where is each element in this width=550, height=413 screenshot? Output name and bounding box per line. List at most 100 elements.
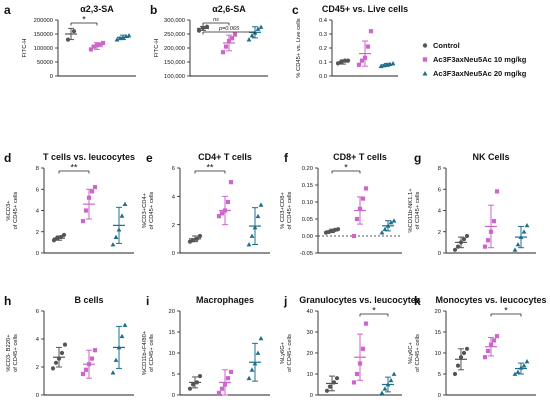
data-point bbox=[83, 208, 89, 213]
data-point bbox=[356, 62, 362, 67]
data-point bbox=[92, 185, 98, 190]
data-point bbox=[494, 189, 500, 194]
data-point bbox=[354, 216, 360, 222]
data-point bbox=[488, 229, 494, 234]
y-tick-label: 6 bbox=[438, 187, 441, 193]
data-point bbox=[225, 199, 231, 205]
data-point bbox=[461, 237, 467, 242]
y-tick-label: 50000 bbox=[37, 60, 53, 66]
data-point bbox=[219, 386, 225, 391]
data-point bbox=[388, 377, 394, 383]
group-2 bbox=[379, 218, 397, 235]
panel-f: f CD8+ T cells -0.05 0.00 0.05 0.10 0.15 0.20 % … bbox=[280, 151, 402, 257]
data-point bbox=[359, 58, 365, 63]
y-tick-label: 0 bbox=[36, 251, 39, 257]
group-0 bbox=[196, 24, 210, 33]
y-tick-label: 8 bbox=[36, 166, 39, 172]
group-0 bbox=[452, 346, 470, 377]
y-tick-label: 20 bbox=[435, 309, 441, 315]
data-point bbox=[485, 348, 491, 353]
y-tick-label: 20 bbox=[169, 309, 175, 315]
legend-item: Ac3F3axNeu5Ac 10 mg/kg bbox=[422, 55, 527, 64]
data-point bbox=[360, 196, 366, 201]
y-tick-label: 15 bbox=[169, 330, 175, 336]
data-point bbox=[232, 32, 238, 37]
data-point bbox=[385, 382, 391, 387]
group-1 bbox=[482, 334, 500, 360]
y-axis-label: % CD45+ vs. Live cells bbox=[296, 18, 302, 78]
panel-b: b α2,6-SA 100,000 150,000 200,000 250,000 300,… bbox=[150, 3, 268, 80]
y-tick-label: 4 bbox=[172, 195, 176, 201]
data-point bbox=[222, 382, 228, 387]
y-axis-label: %CD3+CD4+of CD45+ cells bbox=[142, 191, 155, 229]
y-tick-label: 150000 bbox=[34, 32, 53, 38]
y-tick-label: 0.15 bbox=[302, 183, 313, 189]
data-point bbox=[258, 202, 264, 207]
y-tick-label: 0 bbox=[36, 393, 39, 399]
y-tick-label: 0.2 bbox=[319, 46, 327, 52]
panel-title: CD8+ T cells bbox=[333, 152, 387, 162]
data-point bbox=[91, 44, 97, 49]
data-point bbox=[194, 236, 200, 241]
data-point bbox=[512, 371, 518, 376]
data-point bbox=[225, 376, 231, 381]
data-point bbox=[71, 29, 77, 34]
data-point bbox=[110, 370, 116, 375]
group-0 bbox=[51, 232, 67, 243]
group-0 bbox=[65, 27, 77, 42]
group-1 bbox=[88, 40, 106, 52]
data-point bbox=[255, 26, 261, 31]
legend-marker bbox=[422, 57, 428, 62]
y-tick-label: 0.1 bbox=[319, 60, 327, 66]
y-axis-label: %Ly6G+of CD45+ cells bbox=[280, 334, 293, 372]
panel-e: e CD4+ T cells 0 2 4 6 %CD3+CD4+of CD45+ cells… bbox=[142, 151, 270, 257]
data-point bbox=[89, 356, 95, 361]
data-point bbox=[385, 223, 391, 228]
data-point bbox=[327, 384, 333, 389]
data-point bbox=[458, 240, 464, 245]
data-point bbox=[482, 244, 488, 249]
data-point bbox=[113, 234, 119, 239]
data-point bbox=[258, 24, 264, 29]
y-tick-label: 10 bbox=[307, 372, 313, 378]
data-point bbox=[92, 348, 98, 353]
group-1 bbox=[80, 348, 98, 379]
panel-i: i Macrophages 0 5 10 15 20 %CD11b+F4/80+of CD45… bbox=[142, 294, 270, 399]
y-tick-label: 0.3 bbox=[319, 32, 327, 38]
panel-a: a α2,3-SA 0 50000 100000 150000 200000 FITC-H * bbox=[4, 3, 136, 80]
y-tick-label: 2 bbox=[36, 230, 39, 236]
data-point bbox=[485, 238, 491, 243]
panel-title: Granulocytes vs. leucocytes bbox=[299, 295, 421, 305]
panel-title: CD4+ T cells bbox=[198, 152, 252, 162]
group-0 bbox=[50, 342, 68, 371]
panel-title: α2,3-SA bbox=[80, 4, 114, 14]
panel-letter: e bbox=[146, 151, 153, 165]
data-point bbox=[197, 233, 203, 239]
y-tick-label: 6 bbox=[172, 166, 175, 172]
legend-marker bbox=[422, 70, 428, 76]
data-point bbox=[452, 371, 458, 377]
data-point bbox=[482, 355, 488, 360]
y-axis-label: %CD3+of CD45+ cells bbox=[6, 191, 19, 229]
y-tick-label: 250,000 bbox=[164, 32, 185, 38]
data-point bbox=[488, 342, 494, 347]
panel-letter: f bbox=[284, 151, 289, 165]
panel-h: h B cells 0 2 4 6 %CD3- B220+of CD45+ cells bbox=[4, 294, 134, 399]
panel-letter: h bbox=[4, 294, 11, 308]
y-tick-label: 0 bbox=[438, 393, 441, 399]
data-point bbox=[61, 232, 67, 238]
legend-label: Ac3F3axNeu5Ac 10 mg/kg bbox=[433, 55, 527, 64]
data-point bbox=[216, 214, 222, 219]
legend-label: Control bbox=[433, 41, 460, 50]
data-point bbox=[120, 34, 126, 40]
group-1 bbox=[351, 186, 369, 239]
data-point bbox=[458, 355, 464, 360]
data-point bbox=[59, 350, 65, 356]
data-point bbox=[521, 363, 527, 368]
significance-label: * bbox=[344, 163, 348, 173]
group-2 bbox=[512, 358, 530, 376]
data-point bbox=[360, 346, 366, 351]
group-2 bbox=[378, 60, 396, 69]
group-1 bbox=[220, 32, 238, 55]
legend-marker bbox=[422, 43, 428, 48]
